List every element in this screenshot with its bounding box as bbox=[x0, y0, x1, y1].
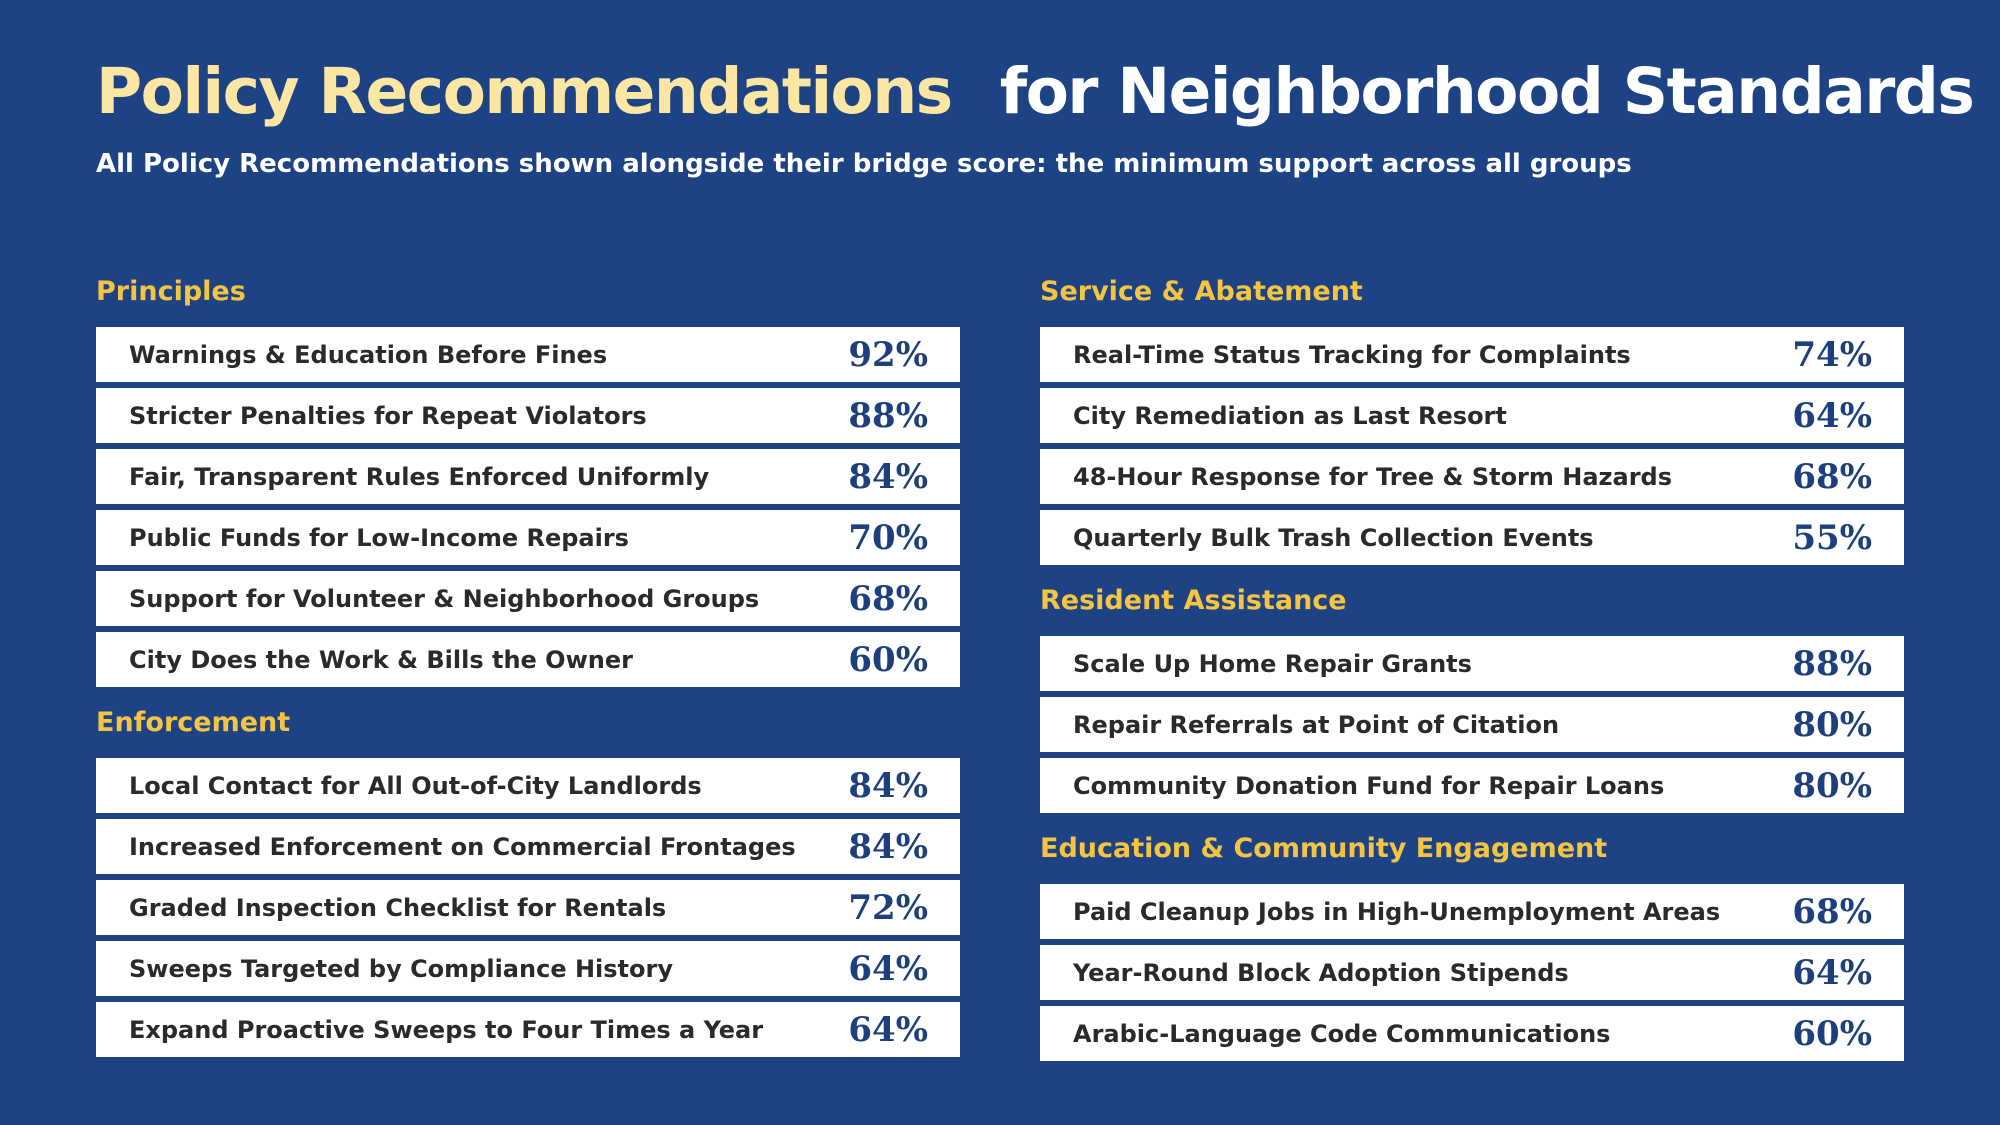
recommendation-row: Arabic-Language Code Communications 60% bbox=[1040, 1006, 1904, 1061]
bridge-score: 55% bbox=[1792, 517, 1872, 558]
right-column: Service & Abatement Real-Time Status Trac… bbox=[1040, 268, 1904, 1067]
section-title: Service & Abatement bbox=[1040, 276, 1363, 307]
recommendation-label: Local Contact for All Out-of-City Landlo… bbox=[129, 771, 702, 800]
recommendation-row: Fair, Transparent Rules Enforced Uniform… bbox=[96, 449, 960, 504]
section-enforcement: Enforcement Local Contact for All Out-of-… bbox=[96, 699, 960, 1057]
section-education-and-community-engagement: Education & Community Engagement Paid Cle… bbox=[1040, 825, 1904, 1061]
bridge-score: 64% bbox=[1792, 395, 1872, 436]
recommendation-label: Year-Round Block Adoption Stipends bbox=[1073, 958, 1569, 987]
page-title-accent: Policy Recommendations bbox=[96, 55, 953, 128]
recommendation-row: City Does the Work & Bills the Owner 60% bbox=[96, 632, 960, 687]
recommendation-list: Local Contact for All Out-of-City Landlo… bbox=[96, 758, 960, 1057]
bridge-score: 60% bbox=[1792, 1013, 1872, 1054]
recommendation-row: Warnings & Education Before Fines 92% bbox=[96, 327, 960, 382]
recommendation-label: Fair, Transparent Rules Enforced Uniform… bbox=[129, 462, 710, 491]
bridge-score: 92% bbox=[848, 334, 928, 375]
bridge-score: 64% bbox=[848, 948, 928, 989]
recommendation-row: Scale Up Home Repair Grants 88% bbox=[1040, 636, 1904, 691]
bridge-score: 84% bbox=[848, 826, 928, 867]
section-title: Principles bbox=[96, 276, 246, 307]
page-title-main: for Neighborhood Standards bbox=[999, 55, 1975, 128]
section-service-and-abatement: Service & Abatement Real-Time Status Trac… bbox=[1040, 268, 1904, 565]
recommendation-label: Scale Up Home Repair Grants bbox=[1073, 649, 1472, 678]
recommendation-label: Expand Proactive Sweeps to Four Times a … bbox=[129, 1015, 764, 1044]
recommendation-list: Real-Time Status Tracking for Complaints… bbox=[1040, 327, 1904, 565]
recommendation-row: Expand Proactive Sweeps to Four Times a … bbox=[96, 1002, 960, 1057]
recommendation-label: Support for Volunteer & Neighborhood Gro… bbox=[129, 584, 760, 613]
bridge-score: 64% bbox=[1792, 952, 1872, 993]
bridge-score: 68% bbox=[1792, 891, 1872, 932]
recommendation-label: Stricter Penalties for Repeat Violators bbox=[129, 401, 647, 430]
bridge-score: 84% bbox=[848, 765, 928, 806]
recommendation-label: 48-Hour Response for Tree & Storm Hazard… bbox=[1073, 462, 1673, 491]
recommendation-row: Paid Cleanup Jobs in High-Unemployment A… bbox=[1040, 884, 1904, 939]
bridge-score: 80% bbox=[1792, 765, 1872, 806]
bridge-score: 64% bbox=[848, 1009, 928, 1050]
recommendation-row: Support for Volunteer & Neighborhood Gro… bbox=[96, 571, 960, 626]
bridge-score: 68% bbox=[848, 578, 928, 619]
recommendation-row: Local Contact for All Out-of-City Landlo… bbox=[96, 758, 960, 813]
recommendation-row: Community Donation Fund for Repair Loans… bbox=[1040, 758, 1904, 813]
recommendation-label: Graded Inspection Checklist for Rentals bbox=[129, 893, 667, 922]
left-column: Principles Warnings & Education Before Fi… bbox=[96, 268, 960, 1063]
bridge-score: 70% bbox=[848, 517, 928, 558]
bridge-score: 88% bbox=[1792, 643, 1872, 684]
recommendation-label: Arabic-Language Code Communications bbox=[1073, 1019, 1611, 1048]
recommendation-label: Warnings & Education Before Fines bbox=[129, 340, 608, 369]
recommendation-label: Quarterly Bulk Trash Collection Events bbox=[1073, 523, 1594, 552]
section-title: Resident Assistance bbox=[1040, 585, 1347, 616]
recommendation-label: City Does the Work & Bills the Owner bbox=[129, 645, 633, 674]
bridge-score: 60% bbox=[848, 639, 928, 680]
recommendation-row: City Remediation as Last Resort 64% bbox=[1040, 388, 1904, 443]
recommendation-list: Warnings & Education Before Fines 92% Stri… bbox=[96, 327, 960, 687]
recommendation-list: Paid Cleanup Jobs in High-Unemployment A… bbox=[1040, 884, 1904, 1061]
bridge-score: 88% bbox=[848, 395, 928, 436]
recommendation-label: Public Funds for Low-Income Repairs bbox=[129, 523, 629, 552]
recommendation-row: Quarterly Bulk Trash Collection Events 55… bbox=[1040, 510, 1904, 565]
section-resident-assistance: Resident Assistance Scale Up Home Repair … bbox=[1040, 577, 1904, 813]
recommendation-row: Real-Time Status Tracking for Complaints… bbox=[1040, 327, 1904, 382]
bridge-score: 68% bbox=[1792, 456, 1872, 497]
page-header: Policy Recommendations for Neighborhood S… bbox=[96, 44, 1975, 184]
recommendation-label: Real-Time Status Tracking for Complaints bbox=[1073, 340, 1631, 369]
recommendation-row: Graded Inspection Checklist for Rentals 7… bbox=[96, 880, 960, 935]
recommendation-row: 48-Hour Response for Tree & Storm Hazard… bbox=[1040, 449, 1904, 504]
bridge-score: 72% bbox=[848, 887, 928, 928]
recommendation-list: Scale Up Home Repair Grants 88% Repair Ref… bbox=[1040, 636, 1904, 813]
recommendation-label: Paid Cleanup Jobs in High-Unemployment A… bbox=[1073, 897, 1721, 926]
recommendation-label: Repair Referrals at Point of Citation bbox=[1073, 710, 1560, 739]
section-title: Education & Community Engagement bbox=[1040, 833, 1608, 864]
recommendation-label: City Remediation as Last Resort bbox=[1073, 401, 1507, 430]
recommendation-row: Year-Round Block Adoption Stipends 64% bbox=[1040, 945, 1904, 1000]
bridge-score: 80% bbox=[1792, 704, 1872, 745]
section-principles: Principles Warnings & Education Before Fi… bbox=[96, 268, 960, 687]
recommendation-row: Sweeps Targeted by Compliance History 64% bbox=[96, 941, 960, 996]
section-title: Enforcement bbox=[96, 707, 291, 738]
recommendation-row: Public Funds for Low-Income Repairs 70% bbox=[96, 510, 960, 565]
page-subtitle: All Policy Recommendations shown alongsi… bbox=[96, 149, 1632, 179]
bridge-score: 84% bbox=[848, 456, 928, 497]
page-title: Policy Recommendations for Neighborhood S… bbox=[96, 44, 1975, 140]
recommendation-label: Sweeps Targeted by Compliance History bbox=[129, 954, 673, 983]
recommendation-row: Repair Referrals at Point of Citation 80% bbox=[1040, 697, 1904, 752]
recommendation-label: Increased Enforcement on Commercial Fron… bbox=[129, 832, 796, 861]
recommendation-row: Stricter Penalties for Repeat Violators 8… bbox=[96, 388, 960, 443]
recommendation-label: Community Donation Fund for Repair Loans bbox=[1073, 771, 1665, 800]
recommendation-row: Increased Enforcement on Commercial Fron… bbox=[96, 819, 960, 874]
bridge-score: 74% bbox=[1792, 334, 1872, 375]
